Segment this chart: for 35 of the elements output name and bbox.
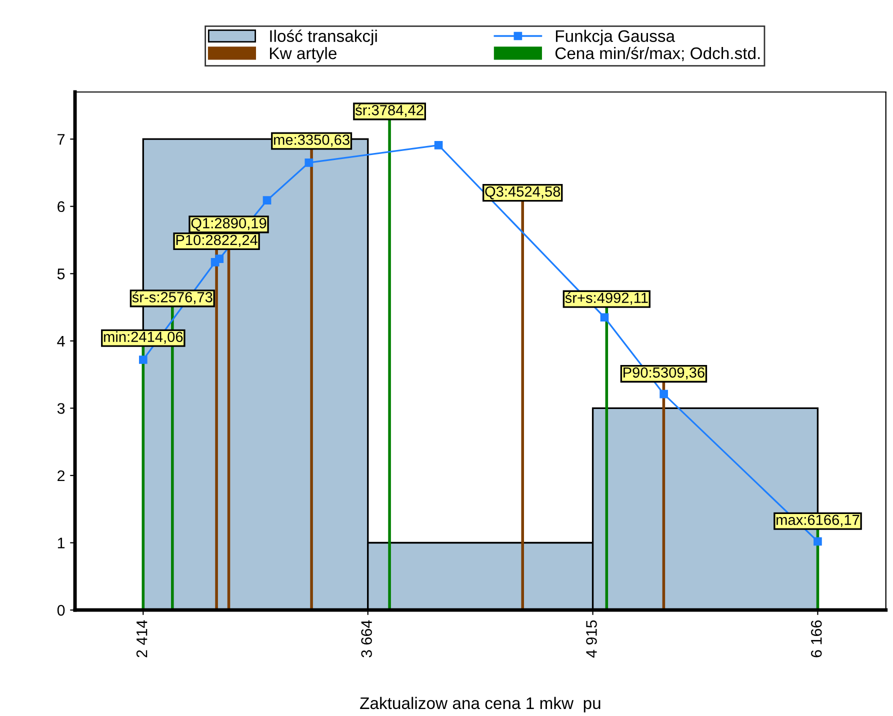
annotation: P10:2822,24 <box>176 234 258 247</box>
annotation: P90:5309,36 <box>624 367 704 380</box>
annotation: śr+s:4992,11 <box>565 292 648 305</box>
annotation: max:6166,17 <box>776 514 860 527</box>
y-tick-label: 3 <box>57 403 65 414</box>
point <box>814 537 822 546</box>
x-axis-title: Zaktualizow ana cena 1 mkw pu <box>360 696 600 712</box>
legend-label: Kw artyle <box>270 46 336 62</box>
legend-label: Cena min/śr/max; Odch.std. <box>555 46 760 62</box>
annotation: śr:3784,42 <box>355 104 424 118</box>
y-tick-label: 5 <box>57 268 65 280</box>
annotation: Q3:4524,58 <box>485 186 560 200</box>
y-tick-label: 1 <box>58 538 65 548</box>
x-tick-label: 4 915 <box>586 620 597 658</box>
y-tick-label: 4 <box>57 336 65 346</box>
y-tick-label: 2 <box>58 470 65 482</box>
legend-label: Funkcja Gaussa <box>556 30 676 46</box>
annotation: Q1:2890,19 <box>191 218 266 231</box>
x-tick-label: 3 664 <box>361 620 372 658</box>
y-tick-label: 0 <box>57 604 65 616</box>
annotation: me:3350,63 <box>274 134 350 147</box>
point <box>215 254 224 264</box>
point <box>660 390 668 398</box>
y-tick-label: 7 <box>58 134 65 145</box>
point <box>138 356 148 364</box>
x-tick-label: 2 414 <box>136 620 148 658</box>
x-tick-label: 6 166 <box>811 620 822 658</box>
point <box>304 158 314 167</box>
point <box>434 140 443 150</box>
y-tick-label: 6 <box>58 201 65 212</box>
point <box>600 313 609 322</box>
annotation: śr-s:2576,73 <box>132 291 212 304</box>
point <box>262 196 272 204</box>
annotation: min:2414,06 <box>104 331 183 344</box>
legend-label: Ilość transakcji <box>270 30 377 46</box>
